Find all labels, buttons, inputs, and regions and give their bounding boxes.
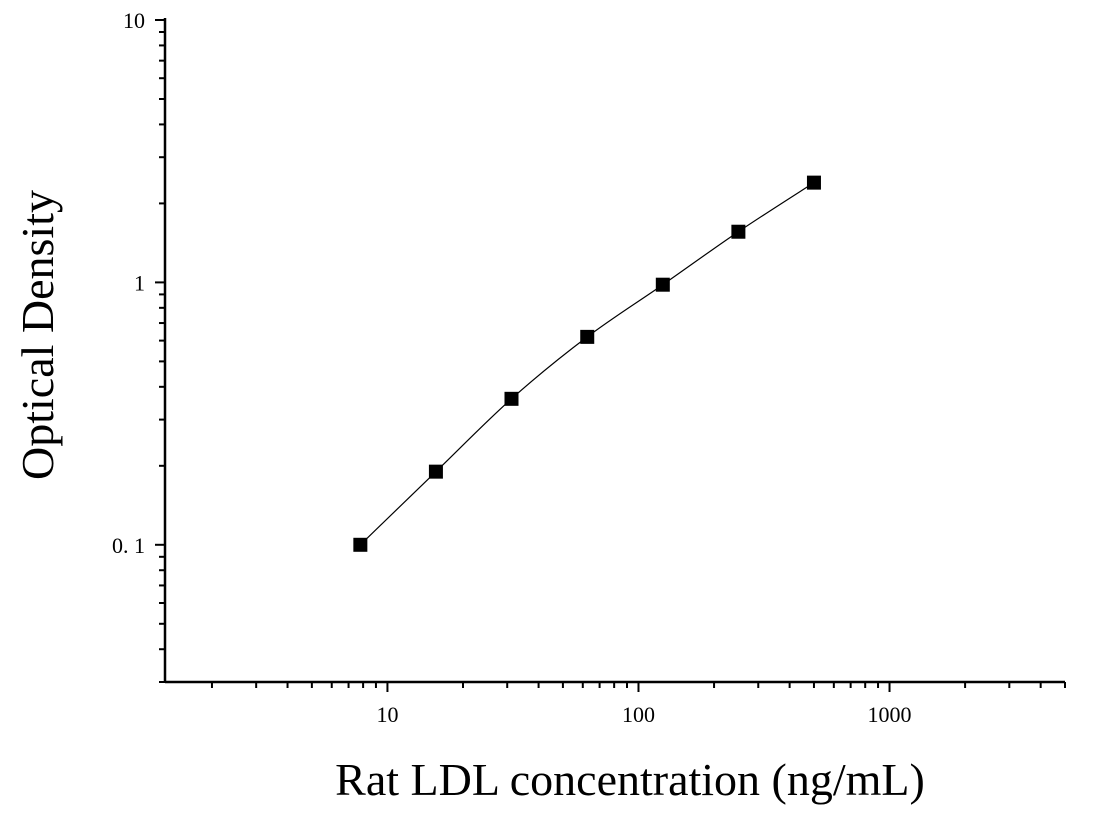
- data-point-marker: [806, 175, 821, 190]
- y-axis-title: Optical Density: [12, 190, 63, 480]
- data-points: [353, 175, 821, 552]
- y-tick-label: 10: [123, 8, 145, 33]
- x-tick-label: 1000: [868, 702, 912, 727]
- axes: [163, 18, 1065, 684]
- x-tick-label: 10: [376, 702, 398, 727]
- y-tick-label: 1: [134, 270, 145, 295]
- x-axis-title: Rat LDL concentration (ng/mL): [335, 754, 925, 805]
- y-tick-label: 0. 1: [112, 533, 145, 558]
- data-point-marker: [504, 391, 519, 406]
- x-tick-label: 100: [622, 702, 655, 727]
- fit-curve: [359, 182, 815, 546]
- axis-ticks: [155, 19, 1066, 692]
- axis-tick-labels: 10 100 1000 0. 1 1 10: [112, 8, 912, 727]
- data-point-marker: [731, 224, 746, 239]
- data-point-marker: [353, 537, 368, 552]
- data-point-marker: [580, 329, 595, 344]
- data-point-marker: [428, 464, 443, 479]
- data-point-marker: [655, 277, 670, 292]
